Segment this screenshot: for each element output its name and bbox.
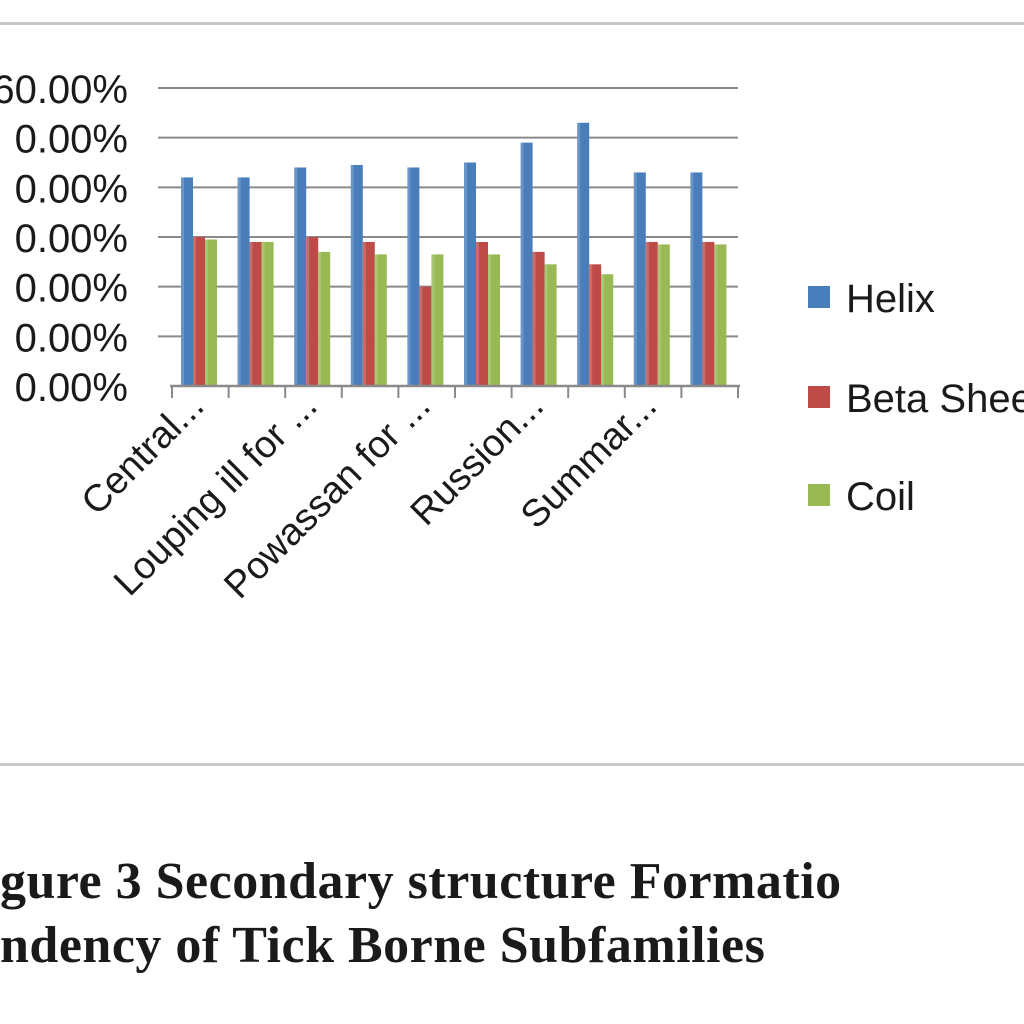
bar-highlight <box>601 274 605 386</box>
bar-beta-sheet <box>362 241 375 386</box>
y-tick-label: 0.00% <box>15 118 128 162</box>
y-tick-label: 0.00% <box>15 366 128 410</box>
y-tick-label: 0.00% <box>15 267 128 311</box>
y-tick-label: 60.00% <box>0 68 128 112</box>
y-tick-label: 0.00% <box>15 316 128 360</box>
bar-highlight <box>532 251 536 386</box>
bar-helix <box>464 162 476 386</box>
y-tick-label: 0.00% <box>15 217 128 261</box>
bar-beta-sheet <box>589 264 602 386</box>
bar-highlight <box>362 241 366 386</box>
bar-highlight <box>520 142 524 386</box>
bar-highlight <box>193 237 196 386</box>
bar-helix <box>520 142 533 386</box>
bar-helix <box>237 177 250 386</box>
bar-helix <box>294 167 307 386</box>
bar-beta-sheet <box>476 241 488 386</box>
figure-caption: gure 3 Secondary structure Formatio nden… <box>0 850 1024 978</box>
bar-beta-sheet <box>249 241 262 386</box>
bar-beta-sheet <box>419 286 432 386</box>
bar-highlight <box>237 177 241 386</box>
bar-helix <box>407 167 420 386</box>
bar-highlight <box>714 244 718 386</box>
bar-highlight <box>374 254 378 386</box>
bar-highlight <box>261 241 265 386</box>
legend-label: Coil <box>846 475 915 519</box>
legend: Helix Beta Sheet Coil <box>808 277 1024 519</box>
bar-coil <box>488 254 500 386</box>
bar-highlight <box>633 172 637 386</box>
legend-label: Helix <box>846 277 935 321</box>
x-tick-label: Louping ill for ... <box>106 385 325 604</box>
chart-frame <box>0 22 1024 766</box>
bar-highlight <box>306 237 310 386</box>
bar-highlight <box>544 264 548 386</box>
bar-beta-sheet <box>532 251 545 386</box>
bar-highlight <box>407 167 411 386</box>
bar-coil <box>431 254 444 386</box>
x-axis-labels: Central...Louping ill for ...Powassan fo… <box>74 385 666 607</box>
bar-highlight <box>476 241 479 386</box>
chart: 0.00% 0.00% 0.00% 0.00% 0.00% 0.00% 60.00% Cen… <box>0 68 1024 607</box>
legend-swatch <box>808 484 830 506</box>
caption-line-1: gure 3 Secondary structure Formatio <box>0 853 842 910</box>
bar-highlight <box>249 241 253 386</box>
bar-highlight <box>318 251 322 386</box>
bar-highlight <box>657 244 661 386</box>
bar-coil <box>374 254 387 386</box>
bar-coil <box>544 264 557 386</box>
x-axis <box>170 384 740 398</box>
bar-helix <box>350 164 363 386</box>
bar-highlight <box>702 241 706 386</box>
bar-highlight <box>431 254 435 386</box>
bar-coil <box>714 244 727 386</box>
bar-helix <box>690 172 703 386</box>
caption-line-2: ndency of Tick Borne Subfamilies <box>0 917 766 974</box>
bar-highlight <box>577 122 581 387</box>
bar-highlight <box>464 162 467 386</box>
bar-coil <box>601 274 614 386</box>
bar-helix <box>633 172 646 386</box>
bar-highlight <box>294 167 298 386</box>
legend-label: Beta Sheet <box>846 377 1024 421</box>
bar-beta-sheet <box>645 241 658 386</box>
bar-highlight <box>350 164 354 386</box>
bar-helix <box>181 177 193 386</box>
bar-highlight <box>488 254 491 386</box>
x-tick-label: Powassan for ... <box>216 385 438 607</box>
y-tick-label: 0.00% <box>15 167 128 211</box>
legend-swatch <box>808 286 830 308</box>
bar-highlight <box>645 241 649 386</box>
bar-highlight <box>419 286 423 386</box>
bar-coil <box>318 251 331 386</box>
bar-helix <box>577 122 590 387</box>
bars <box>181 122 727 387</box>
bar-highlight <box>690 172 694 386</box>
bar-beta-sheet <box>702 241 715 386</box>
bar-coil <box>205 239 217 386</box>
bar-highlight <box>181 177 184 386</box>
legend-swatch <box>808 386 830 408</box>
y-axis-ticks: 0.00% 0.00% 0.00% 0.00% 0.00% 0.00% 60.00% <box>0 68 128 410</box>
bar-coil <box>657 244 670 386</box>
bar-highlight <box>589 264 593 386</box>
bar-coil <box>261 241 274 386</box>
bar-beta-sheet <box>193 237 205 386</box>
bar-highlight <box>205 239 208 386</box>
bar-beta-sheet <box>306 237 319 386</box>
